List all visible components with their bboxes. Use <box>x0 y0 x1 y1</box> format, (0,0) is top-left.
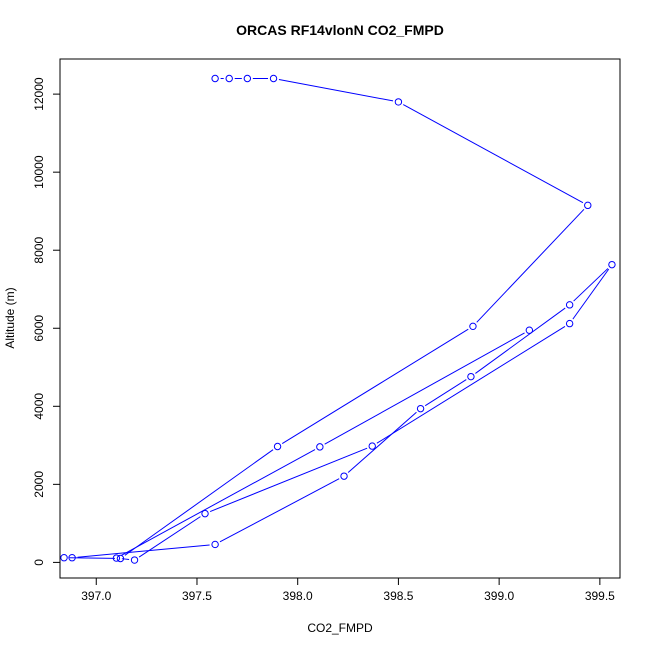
data-point <box>225 74 233 83</box>
y-tick-label: 4000 <box>32 393 46 420</box>
data-point <box>68 554 76 562</box>
data-point <box>340 472 348 480</box>
data-point <box>201 509 209 518</box>
data-point <box>116 554 125 563</box>
series-line-segment <box>124 449 274 556</box>
x-tick-label: 398.5 <box>383 589 413 603</box>
x-tick-label: 397.5 <box>182 589 212 603</box>
series-line-segment <box>424 379 467 407</box>
chart-title: ORCAS RF14vlonN CO2_FMPD <box>236 22 444 38</box>
data-point <box>130 556 139 564</box>
data-point <box>368 442 376 450</box>
data-point <box>243 74 252 83</box>
x-axis: 397.0 397.5 398.0 398.5 399.0 399.5 <box>81 577 615 603</box>
data-point <box>269 74 278 83</box>
data-point <box>565 301 574 309</box>
data-point <box>467 372 475 381</box>
y-axis: 0 2000 4000 6000 8000 10000 12000 <box>32 77 61 566</box>
data-point <box>273 442 282 451</box>
series-line-segment <box>121 558 130 560</box>
y-axis-label: Altitude (m) <box>3 287 17 348</box>
data-point <box>469 322 477 331</box>
x-tick-label: 398.0 <box>283 589 313 603</box>
data-point <box>416 404 425 413</box>
x-tick-label: 399.5 <box>585 589 615 603</box>
series-line-segment <box>324 332 525 445</box>
data-point <box>211 74 219 83</box>
plot-series <box>60 74 616 564</box>
series-line-segment <box>573 268 609 302</box>
data-point <box>608 260 616 269</box>
series-line-segment <box>77 544 210 558</box>
series-line-segment <box>281 328 469 445</box>
plot-frame <box>59 58 621 579</box>
series-line-segment <box>476 208 585 323</box>
series-line-segment <box>376 326 566 444</box>
series-line-segment <box>475 307 566 374</box>
series-line-segment <box>572 268 610 320</box>
series-line-segment <box>219 478 340 543</box>
y-tick-label: 8000 <box>32 237 46 264</box>
y-tick-label: 2000 <box>32 471 46 498</box>
y-tick-label: 6000 <box>32 315 46 342</box>
x-tick-label: 397.0 <box>81 589 111 603</box>
x-axis-label: CO2_FMPD <box>307 621 373 635</box>
data-point <box>60 554 68 562</box>
data-point <box>525 326 534 334</box>
data-point <box>112 554 121 562</box>
series-line-segment <box>209 447 368 513</box>
y-tick-label: 10000 <box>32 155 46 189</box>
y-tick-label: 12000 <box>32 77 46 111</box>
series-line-segment <box>138 516 201 558</box>
data-point <box>316 443 324 451</box>
series-line-segment <box>403 104 584 204</box>
data-point <box>584 201 592 210</box>
series-line-segment <box>120 449 316 556</box>
data-point <box>394 98 403 106</box>
series-line-segment <box>278 79 394 102</box>
series-line-segment <box>347 411 417 473</box>
x-tick-label: 399.0 <box>484 589 514 603</box>
data-point <box>565 319 574 328</box>
y-tick-label: 0 <box>32 559 46 566</box>
series-line-segment <box>69 557 115 559</box>
data-point <box>211 540 219 549</box>
